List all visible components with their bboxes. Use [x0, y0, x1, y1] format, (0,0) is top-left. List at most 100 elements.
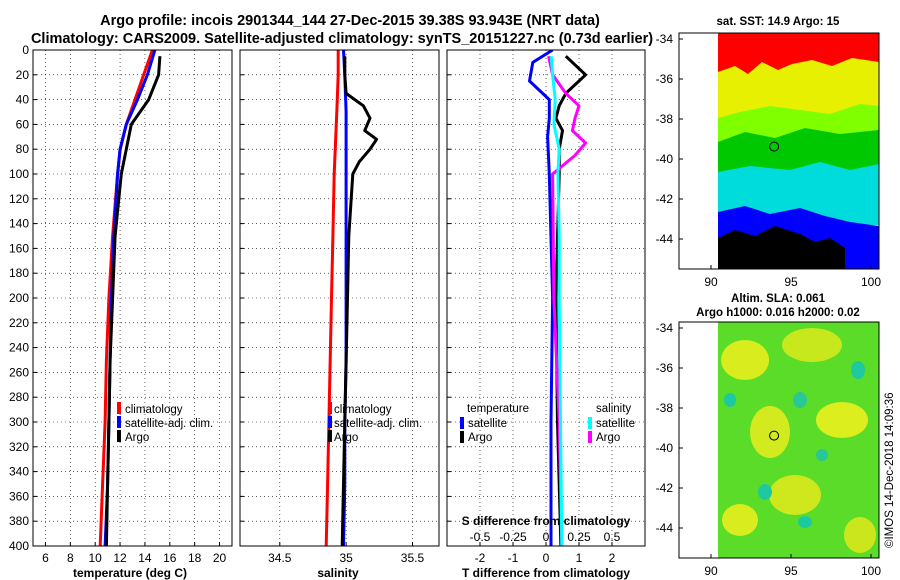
sla-map-title-line1: Altim. SLA: 0.061 [731, 293, 826, 305]
x-tick-label: 6 [42, 551, 49, 565]
series-line-climatology [324, 50, 340, 546]
x-tick-label: 10 [89, 551, 103, 565]
series-line-argo [104, 56, 162, 546]
x-tick-label: 35.5 [401, 551, 425, 565]
sla-map-title-line2: Argo h1000: 0.016 h2000: 0.02 [696, 307, 860, 319]
y-tick-label: 20 [16, 68, 30, 82]
x-tick-label: 20 [213, 551, 227, 565]
map-x-tick-label: 95 [784, 564, 798, 578]
x2-tick-label: 0 [543, 530, 550, 544]
temperature-xlabel: temperature (deg C) [73, 566, 187, 580]
sla-high-patch [721, 340, 769, 380]
legend-title-salinity: salinity [596, 403, 631, 415]
series-line-argo [340, 56, 379, 546]
salinity-legend: climatology satellite-adj. clim. Argo [328, 402, 422, 444]
map-x-tick-label: 90 [704, 564, 718, 578]
y-tick-label: 340 [9, 465, 29, 479]
legend-label-climatology: climatology [125, 404, 183, 416]
sst-band-black [718, 226, 845, 269]
legend-swatch-argo [328, 430, 332, 442]
sla-low-spot [798, 516, 812, 528]
y-tick-label: 120 [9, 192, 29, 206]
map-y-tick-label: -38 [656, 401, 674, 415]
figure-title-line2: Climatology: CARS2009. Satellite-adjuste… [31, 31, 653, 47]
map-y-tick-label: -34 [656, 321, 674, 335]
y-tick-label: 380 [9, 514, 29, 528]
sst-map: sat. SST: 14.9 Argo: 15 -34 -36 -38 -40 -42 -… [656, 16, 882, 289]
x-tick-label: 2 [609, 551, 616, 565]
sla-low-spot [851, 361, 865, 379]
sla-low-spot [793, 392, 807, 408]
x2-tick-label: 0.5 [604, 530, 621, 544]
series-line-temperature-satellite [528, 50, 555, 546]
legend-swatch-satellite-adj [117, 416, 121, 428]
difference-panel: -2 -1 0 1 2 T difference from climatology S … [446, 49, 646, 580]
map-y-tick-label: -44 [656, 232, 674, 246]
t-difference-xlabel: T difference from climatology [462, 566, 630, 580]
salinity-panel: 34.5 35 35.5 salinity climatology satellit… [239, 49, 440, 580]
sla-high-patch [722, 504, 758, 536]
y-tick-label: 60 [16, 117, 30, 131]
x-tick-label: -1 [508, 551, 519, 565]
sla-no-data-strip [679, 322, 718, 558]
sst-no-data-strip [679, 33, 718, 269]
legend-label-temp-satellite: satellite [468, 418, 507, 430]
sla-high-patch [750, 406, 790, 458]
legend-swatch-climatology [117, 402, 121, 414]
map-x-tick-label: 95 [784, 275, 798, 289]
x-tick-label: 12 [113, 551, 127, 565]
x-tick-label: -2 [475, 551, 486, 565]
y-tick-label: 80 [16, 142, 30, 156]
y-tick-label: 240 [9, 341, 29, 355]
salinity-diff-legend: salinity satellite Argo [588, 403, 635, 444]
y-tick-label: 200 [9, 291, 29, 305]
sla-high-patch [816, 402, 868, 438]
sla-map-frame [678, 321, 880, 559]
map-y-tick-label: -40 [656, 152, 674, 166]
salinity-panel-frame [239, 49, 440, 547]
sst-map-title: sat. SST: 14.9 Argo: 15 [717, 16, 841, 28]
x2-tick-label: 0.25 [567, 530, 591, 544]
sst-field [679, 33, 879, 269]
argo-location-marker [769, 141, 780, 152]
y-tick-label: 260 [9, 365, 29, 379]
y-tick-label: 320 [9, 440, 29, 454]
map-y-tick-label: -44 [656, 521, 674, 535]
temperature-legend: climatology satellite-adj. clim. Argo [117, 402, 213, 444]
x2-tick-label: -0.25 [499, 530, 527, 544]
x-tick-label: 0 [543, 551, 550, 565]
sst-band-yellow [718, 58, 879, 118]
sla-field [679, 322, 879, 558]
y-tick-label: 280 [9, 390, 29, 404]
x-tick-label: 14 [138, 551, 152, 565]
map-x-tick-label: 90 [704, 275, 718, 289]
legend-swatch-climatology [328, 402, 332, 414]
map-y-tick-label: -36 [656, 361, 674, 375]
map-y-tick-label: -36 [656, 72, 674, 86]
y-tick-label: 40 [16, 93, 30, 107]
sla-low-spot [816, 449, 828, 461]
legend-swatch-temp-argo [460, 431, 464, 443]
legend-swatch-sal-argo [588, 431, 592, 443]
sla-low-spot [724, 393, 736, 407]
legend-label-satellite-adj: satellite-adj. clim. [334, 418, 422, 430]
x-tick-label: 18 [188, 551, 202, 565]
y-tick-label: 180 [9, 266, 29, 280]
legend-swatch-sal-satellite [588, 417, 592, 429]
legend-label-climatology: climatology [334, 404, 392, 416]
y-tick-label: 360 [9, 489, 29, 503]
legend-title-temperature: temperature [467, 403, 529, 415]
figure-title-line1: Argo profile: incois 2901344_144 27-Dec-… [100, 13, 600, 29]
map-y-tick-label: -40 [656, 441, 674, 455]
sla-high-patch [844, 517, 876, 553]
x-tick-label: 16 [163, 551, 177, 565]
legend-label-sal-satellite: satellite [596, 418, 635, 430]
legend-label-sal-argo: Argo [596, 432, 620, 444]
temperature-diff-legend: temperature satellite Argo [460, 403, 529, 444]
salinity-xlabel: salinity [317, 566, 359, 580]
map-y-tick-label: -38 [656, 112, 674, 126]
map-y-tick-label: -42 [656, 481, 674, 495]
legend-label-temp-argo: Argo [468, 432, 492, 444]
legend-swatch-argo [117, 430, 121, 442]
